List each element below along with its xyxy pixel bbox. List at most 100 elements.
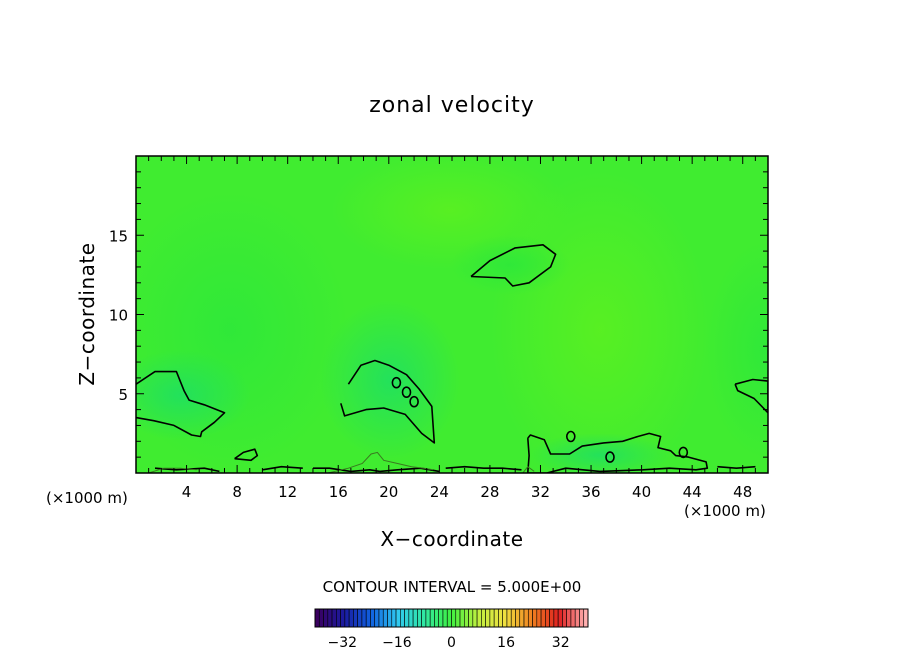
colorbar-cell (340, 608, 346, 628)
colorbar-cell (476, 608, 482, 628)
x-unit-right: (×1000 m) (684, 502, 766, 520)
colorbar-cell (446, 608, 452, 628)
thin-contour-0 (327, 451, 434, 473)
colorbar-cell (506, 608, 512, 628)
colorbar-cell (463, 608, 469, 628)
velocity-field (136, 156, 768, 473)
colorbar-tick-label: 32 (552, 635, 570, 651)
colorbar-cell (429, 608, 435, 628)
colorbar-cell (327, 608, 333, 628)
colorbar-cell (579, 608, 585, 628)
colorbar-frame (314, 608, 589, 628)
colorbar-cell (365, 608, 371, 628)
colorbar-cell (417, 608, 422, 628)
field-blob (450, 235, 570, 295)
colorbar-cell (336, 608, 341, 628)
colorbar-tick-label: 0 (447, 635, 456, 651)
colorbar-cell (493, 608, 499, 628)
field-blob (530, 433, 670, 473)
colorbar-cell (515, 608, 521, 628)
colorbar-cell (489, 608, 495, 628)
colorbar-tick-label: −32 (328, 635, 358, 651)
colorbar-cell (545, 608, 550, 628)
x-tick-label: 24 (430, 483, 449, 501)
y-tick-label: 10 (109, 307, 128, 325)
x-tick-label: 28 (480, 483, 499, 501)
colorbar-tick-labels: −32 −16 0 16 32 (328, 635, 570, 651)
colorbar-cell (370, 608, 376, 628)
colorbar-cell (527, 608, 533, 628)
colorbar-cell (485, 608, 491, 628)
colorbar-cell (510, 608, 516, 628)
y-tick-label: 5 (118, 386, 128, 404)
colorbar-cell (434, 608, 440, 628)
x-tick-label: 36 (581, 483, 600, 501)
contour-line-5 (527, 432, 709, 473)
colorbar-cell (459, 608, 465, 628)
colorbar-cell (442, 608, 448, 628)
colorbar-cell (519, 608, 525, 628)
contour-interval-label: CONTOUR INTERVAL = 5.000E+00 (323, 578, 582, 596)
small-contour-4 (605, 451, 615, 463)
colorbar-cell (314, 608, 320, 628)
colorbar-cell (378, 608, 384, 628)
colorbar-cell (502, 608, 508, 628)
colorbar-cell (361, 608, 367, 628)
colorbar-cell (374, 608, 380, 628)
x-tick-label: 20 (379, 483, 398, 501)
colorbar-cell (400, 608, 405, 628)
colorbar-cell (566, 608, 572, 628)
contour-lines (136, 244, 768, 473)
colorbar-cell (574, 608, 580, 628)
colorbar-cell (395, 608, 401, 628)
small-contour-3 (565, 430, 576, 443)
colorbar-cell (523, 608, 529, 628)
colorbar-cell (318, 608, 324, 628)
field-blob (136, 350, 250, 440)
contour-line-0 (136, 370, 226, 438)
contour-line-4 (734, 378, 768, 414)
contour-line-1 (340, 359, 436, 444)
colorbar-cell (562, 608, 567, 628)
colorbar-cell (425, 608, 431, 628)
axis-ticks (136, 156, 768, 473)
colorbar-cell (438, 608, 444, 628)
chart-title: zonal velocity (369, 93, 535, 118)
field-blob (705, 240, 768, 460)
colorbar-cell (557, 608, 563, 628)
colorbar-cell (344, 608, 350, 628)
colorbar-cell (451, 608, 457, 628)
colorbar-cell (455, 608, 461, 628)
x-tick-label: 16 (329, 483, 348, 501)
x-tick-label: 8 (232, 483, 242, 501)
small-contour-0 (391, 376, 402, 389)
x-tick-label: 44 (683, 483, 702, 501)
colorbar-cell (498, 608, 503, 628)
small-contour-5 (678, 446, 689, 459)
x-unit-left: (×1000 m) (46, 489, 128, 507)
contour-line-8 (445, 465, 522, 471)
colorbar-tick-label: 16 (497, 635, 515, 651)
x-tick-label: 4 (182, 483, 192, 501)
x-tick-label: 32 (531, 483, 550, 501)
colorbar-cell (353, 608, 358, 628)
contour-line-11 (717, 465, 756, 469)
x-tick-label: 12 (278, 483, 297, 501)
contour-line-10 (262, 465, 303, 471)
colorbar-cell (583, 608, 589, 628)
colorbar-cell (391, 608, 397, 628)
colorbar-cell (387, 608, 393, 628)
colorbar-cell (348, 608, 354, 628)
colorbar-cell (357, 608, 363, 628)
colorbar-cell (323, 608, 329, 628)
colorbar-cell (536, 608, 542, 628)
colorbar-cell (382, 608, 388, 628)
colorbar-cell (553, 608, 559, 628)
colorbar-cell (472, 608, 478, 628)
colorbar-cell (404, 608, 410, 628)
thin-contour-2 (522, 466, 535, 473)
contour-line-6 (234, 448, 259, 462)
colorbar-cell (408, 608, 414, 628)
